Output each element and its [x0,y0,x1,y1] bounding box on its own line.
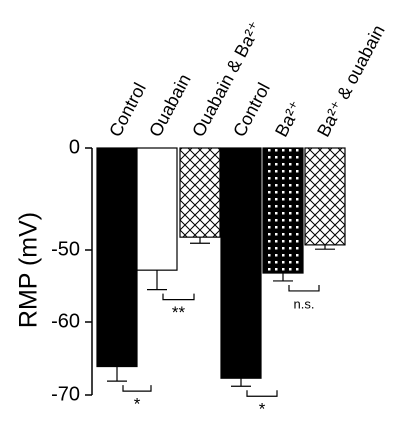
significance-label: n.s. [294,296,315,311]
y-tick-label: -50 [51,238,80,260]
y-tick-label: -70 [51,383,80,405]
significance-label: * [259,400,266,419]
x-tick-label: Control [105,79,150,140]
bar [179,147,221,238]
significance-bracket [288,284,320,292]
x-tick-label: Control [229,79,274,140]
x-tick-label: Ba²⁺ [271,98,306,141]
bar [136,147,178,271]
significance-label: * [134,395,141,414]
significance-label: ** [172,303,186,322]
x-tick-label: Ba²⁺ & ouabain [313,22,389,141]
x-tick-label: Ouabain [145,71,195,140]
significance-bracket [122,385,152,392]
significance-bracket [246,390,278,397]
significance-bracket [162,293,195,301]
bar [304,147,346,246]
y-tick-label: -60 [51,310,80,332]
bar [96,147,138,368]
bar [220,147,262,379]
y-axis-label: RMP (mV) [15,212,43,328]
y-tick-label: 0 [69,136,80,158]
bar [262,147,304,274]
